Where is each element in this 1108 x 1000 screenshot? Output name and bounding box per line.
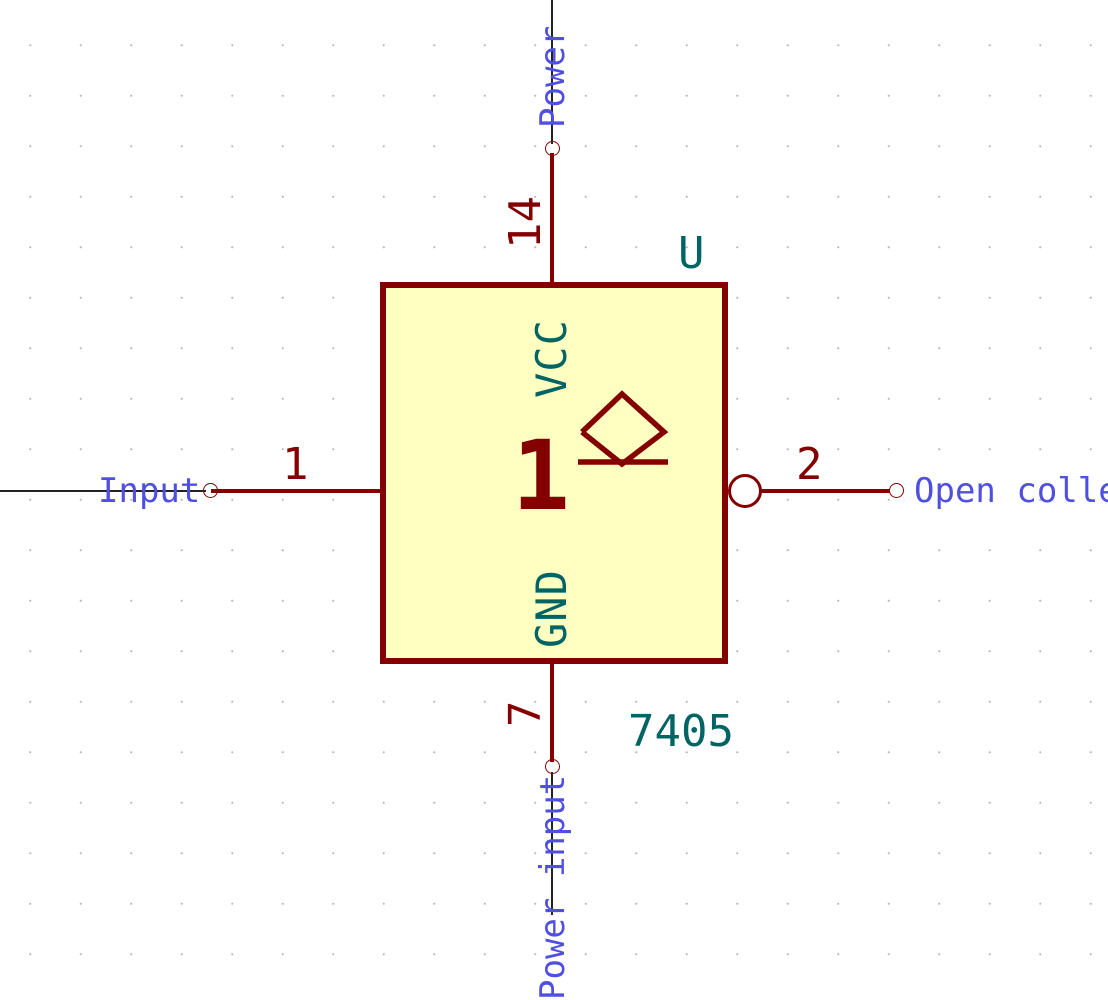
part-value[interactable]: 7405 — [628, 706, 734, 757]
wire-top[interactable] — [551, 0, 553, 144]
pin-1-endpoint[interactable] — [203, 483, 218, 498]
net-label-power-input[interactable]: Power input — [533, 774, 573, 1000]
pin-2-endpoint[interactable] — [889, 483, 904, 498]
pin-7-line[interactable] — [550, 662, 554, 762]
pin-number-14: 14 — [500, 196, 551, 249]
inverter-bubble-icon — [728, 474, 762, 508]
pin-7-endpoint[interactable] — [545, 759, 560, 774]
wire-bottom[interactable] — [551, 772, 553, 915]
pin-number-7: 7 — [500, 700, 551, 728]
pin-name-vcc: VCC — [527, 319, 576, 398]
pin-name-gnd: GND — [527, 569, 576, 648]
unit-number: 1 — [512, 420, 570, 532]
wire-left[interactable] — [0, 490, 206, 492]
net-label-power[interactable]: Power — [533, 25, 573, 128]
net-label-input[interactable]: Input — [98, 471, 201, 511]
pin-14-line[interactable] — [550, 153, 554, 284]
open-collector-icon — [578, 390, 669, 468]
pin-number-2: 2 — [796, 439, 823, 490]
reference-designator[interactable]: U — [678, 228, 705, 279]
pin-number-1: 1 — [282, 439, 309, 490]
symbol-body[interactable] — [380, 282, 728, 664]
pin-1-line[interactable] — [211, 489, 382, 493]
pin-2-line[interactable] — [761, 489, 890, 493]
net-label-open-collector[interactable]: Open collector — [914, 471, 1108, 511]
pin-14-endpoint[interactable] — [545, 141, 560, 156]
